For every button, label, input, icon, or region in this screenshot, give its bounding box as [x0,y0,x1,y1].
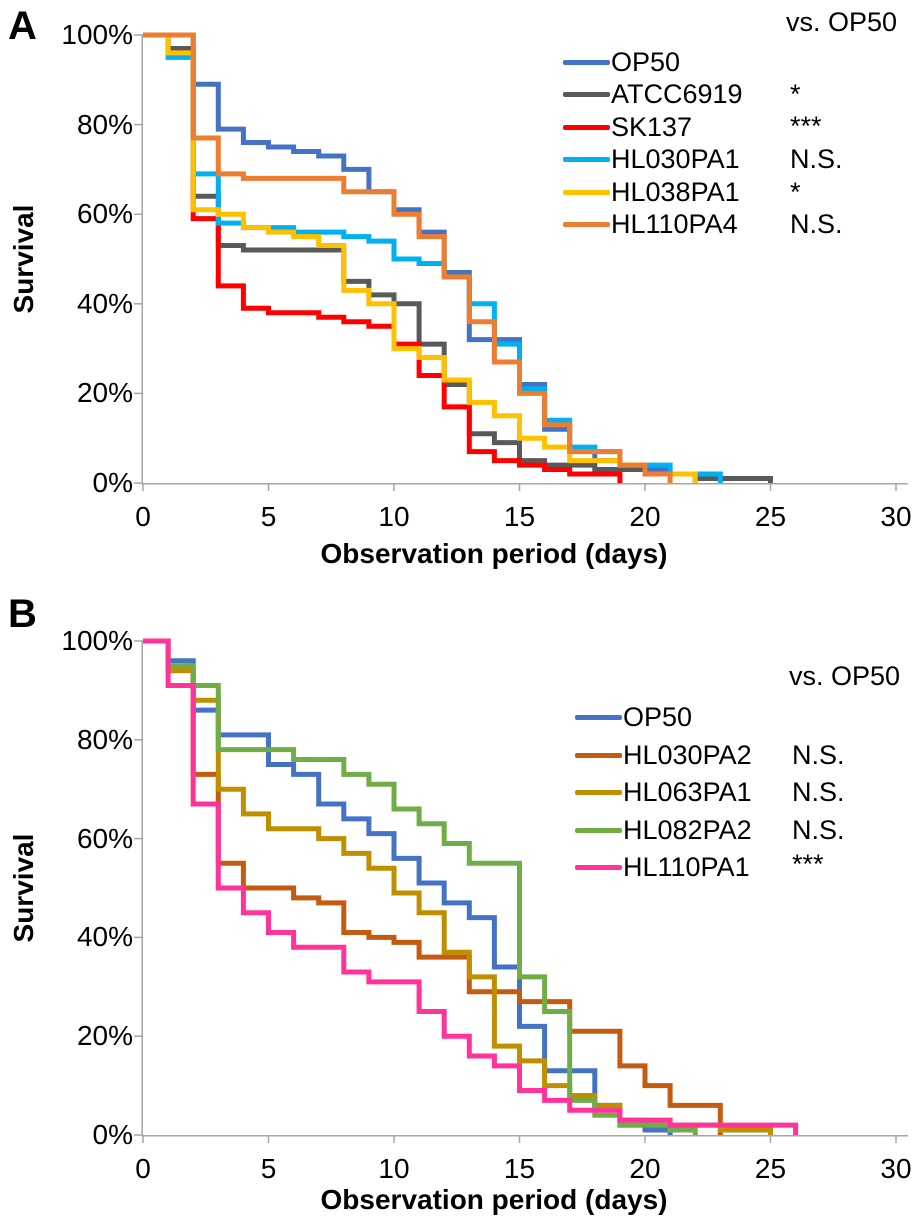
legend-item-sk137: SK137 *** [563,111,822,144]
legend-label: SK137 [611,111,693,142]
op50-line-swatch [563,59,610,65]
panel-b-x-axis-title: Observation period (days) [320,1184,668,1215]
y-tick-label: 60% [76,822,133,854]
survival-curve-hl082pa2-panel-b [143,638,698,1135]
x-tick-label: 20 [629,501,661,532]
significance-value: N.S. [792,739,845,770]
significance-value: *** [792,849,824,879]
legend-label: HL038PA1 [611,176,740,207]
legend-label: HL110PA1 [623,852,750,883]
panel-a-y-axis-title: Survival [8,204,39,314]
x-tick-label: 5 [260,501,277,532]
x-tick-label: 5 [260,1153,277,1184]
legend-item-hl030pa2: HL030PA2 N.S. [575,737,845,775]
legend-label: HL030PA2 [623,739,752,770]
x-tick-label: 0 [135,1153,151,1184]
x-tick-label: 15 [503,501,536,532]
legend-label: HL063PA1 [623,777,752,808]
y-tick-label: 40% [76,287,133,319]
y-tick-label: 0% [92,1119,133,1150]
legend-item-atcc6919: ATCC6919 * [563,79,801,112]
legend-label: HL030PA1 [611,144,740,175]
x-tick-label: 10 [378,501,410,532]
x-tick-label: 10 [378,1153,410,1184]
x-tick-label: 25 [754,1153,787,1184]
x-tick-label: 30 [880,501,912,532]
hl110pa4-line-swatch [563,222,610,228]
x-tick-label: 25 [754,501,787,532]
survival-curve-hl110pa1-panel-b [143,638,799,1135]
y-tick-label: 80% [76,723,133,755]
y-tick-label: 40% [76,921,133,953]
panel-a-legend: OP50 ATCC6919 * SK137 *** HL030PA1 N.S. … [563,46,843,242]
legend-item-op50-b: OP50 [575,699,752,737]
significance-value: N.S. [792,814,845,845]
sk137-line-swatch [563,124,610,130]
y-tick-label: 20% [76,377,133,409]
y-tick-label: 100% [61,625,133,656]
survival-curve-sk137-panel-a [143,32,623,483]
panel-b-legend-header: vs. OP50 [789,661,901,691]
op50-line-swatch [575,715,622,721]
x-tick-label: 20 [629,1153,661,1184]
atcc6919-line-swatch [563,92,610,98]
legend-item-hl038pa1: HL038PA1 * [563,176,801,209]
y-tick-label: 80% [76,108,133,140]
legend-label: OP50 [611,46,681,77]
y-tick-label: 20% [76,1020,133,1052]
significance-value: * [790,176,801,207]
hl110pa1-line-swatch [575,865,622,871]
legend-item-op50-a: OP50 [563,46,743,79]
panel-a-legend-header: vs. OP50 [786,7,898,37]
legend-item-hl110pa4: HL110PA4 N.S. [563,209,843,242]
legend-label: HL110PA4 [611,209,738,240]
hl063pa1-line-swatch [575,790,622,796]
legend-item-hl030pa1: HL030PA1 N.S. [563,144,843,177]
legend-item-hl063pa1: HL063PA1 N.S. [575,774,845,812]
hl038pa1-line-swatch [563,189,610,195]
significance-value: N.S. [790,209,843,240]
significance-value: * [790,79,801,110]
hl030pa1-line-swatch [563,157,610,163]
panel-b-legend: OP50 HL030PA2 N.S. HL063PA1 N.S. HL082PA… [575,699,845,887]
x-tick-label: 30 [880,1153,912,1184]
x-tick-label: 0 [135,501,151,532]
panel-a-letter: A [8,4,37,48]
y-tick-label: 60% [76,198,133,230]
panel-b-y-axis-title: Survival [8,833,39,943]
legend-label: ATCC6919 [611,79,743,110]
x-tick-label: 15 [503,1153,536,1184]
hl030pa2-line-swatch [575,752,622,758]
panel-a-x-axis-title: Observation period (days) [320,538,668,569]
legend-item-hl082pa2: HL082PA2 N.S. [575,812,845,850]
y-tick-label: 0% [92,467,133,498]
legend-item-hl110pa1: HL110PA1 *** [575,849,824,887]
survival-curve-hl110pa4-panel-a [143,32,673,483]
panel-b-letter: B [8,592,37,636]
hl082pa2-line-swatch [575,827,622,833]
significance-value: N.S. [790,144,843,175]
survival-curve-hl063pa1-panel-b [143,638,773,1135]
legend-label: OP50 [623,702,693,733]
significance-value: *** [790,111,822,141]
significance-value: N.S. [792,777,845,808]
legend-label: HL082PA2 [623,814,752,845]
y-tick-label: 100% [61,19,133,50]
